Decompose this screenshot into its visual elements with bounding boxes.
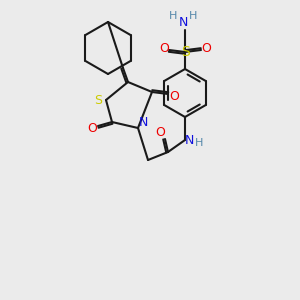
Text: N: N <box>178 16 188 28</box>
Text: O: O <box>87 122 97 134</box>
Text: S: S <box>94 94 102 106</box>
Text: O: O <box>201 41 211 55</box>
Text: O: O <box>155 127 165 140</box>
Text: N: N <box>138 116 148 130</box>
Text: O: O <box>159 41 169 55</box>
Text: H: H <box>189 11 197 21</box>
Text: H: H <box>195 138 203 148</box>
Text: H: H <box>169 11 177 21</box>
Text: S: S <box>181 45 189 59</box>
Text: O: O <box>169 89 179 103</box>
Text: N: N <box>184 134 194 146</box>
